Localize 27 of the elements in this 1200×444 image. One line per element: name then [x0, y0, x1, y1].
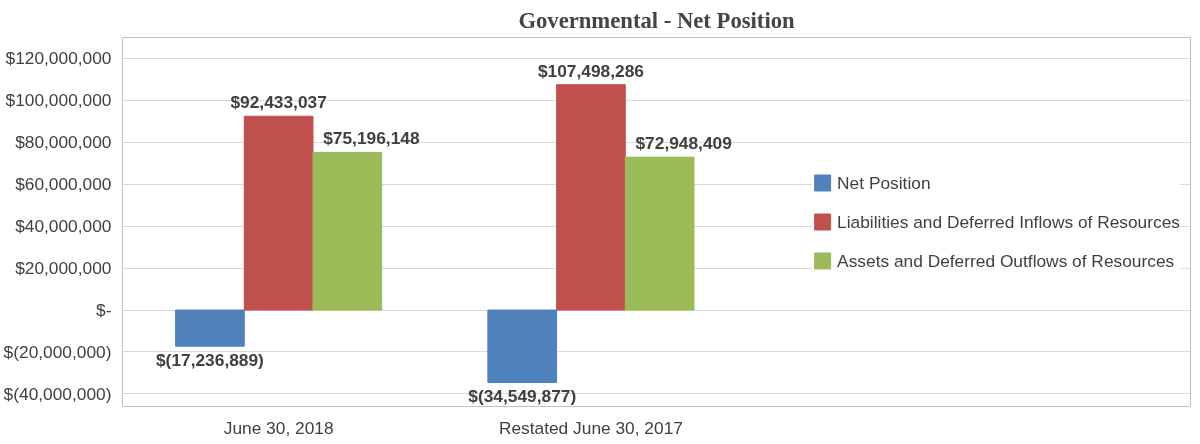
- legend-label: Liabilities and Deferred Inflows of Resources: [837, 211, 1180, 232]
- y-tick-label: $120,000,000: [5, 48, 112, 69]
- y-tick-label: $(40,000,000): [3, 383, 112, 404]
- bar: [487, 309, 558, 383]
- bar: [312, 151, 383, 311]
- y-tick-label: $(20,000,000): [3, 341, 112, 362]
- bar: [624, 156, 695, 311]
- legend-label: Assets and Deferred Outflows of Resources: [837, 250, 1175, 271]
- bar: [175, 309, 245, 347]
- bar: [556, 84, 626, 311]
- y-tick-label: $80,000,000: [15, 132, 112, 153]
- y-tick-label: $60,000,000: [15, 174, 112, 195]
- x-tick-label: June 30, 2018: [223, 417, 334, 438]
- x-tick-label: Restated June 30, 2017: [498, 417, 683, 438]
- y-tick-label: $20,000,000: [15, 258, 112, 279]
- data-label: $(34,549,877): [468, 386, 577, 407]
- y-tick-label: $100,000,000: [5, 90, 112, 111]
- data-label: $92,433,037: [230, 92, 327, 113]
- data-label: $75,196,148: [323, 128, 420, 149]
- legend-label: Net Position: [837, 172, 931, 193]
- y-tick-label: $-: [96, 300, 112, 321]
- chart-title: Governmental - Net Position: [518, 7, 796, 33]
- y-tick-label: $40,000,000: [15, 216, 112, 237]
- data-label: $72,948,409: [635, 133, 732, 154]
- data-label: $107,498,286: [537, 60, 645, 81]
- bar: [243, 115, 314, 311]
- data-label: $(17,236,889): [155, 350, 264, 371]
